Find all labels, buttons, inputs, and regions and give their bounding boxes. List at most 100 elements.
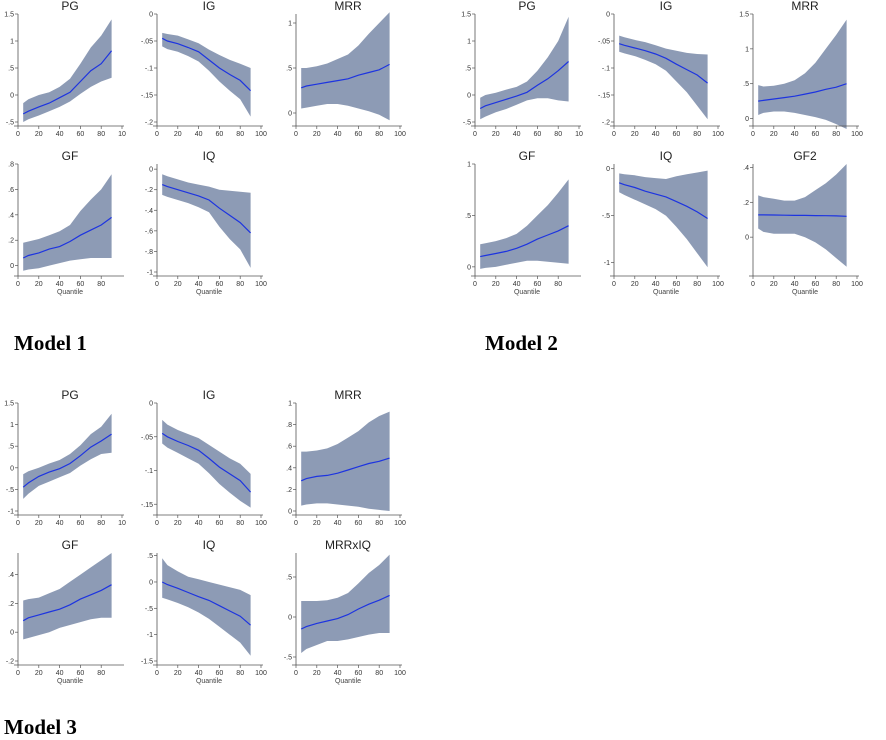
chart-6-xtick-label: 40 [513, 131, 521, 138]
chart-2-xtick-label: 80 [236, 131, 244, 138]
chart-1-title: PG [61, 0, 78, 13]
chart-6-confidence-band [480, 16, 569, 120]
chart-5-title: IQ [203, 149, 216, 163]
chart-2-xtick-label: 100 [255, 131, 267, 138]
chart-15-estimate-line [22, 584, 112, 622]
chart-16-xtick-label: 60 [216, 670, 224, 677]
chart-14-xtick-label: 20 [313, 520, 321, 527]
chart-12-ytick-label: -1 [8, 509, 14, 516]
chart-15-ytick-label: .4 [8, 572, 14, 579]
chart-5-ytick-label: -.4 [145, 208, 153, 215]
chart-4-ytick-label: .2 [8, 238, 14, 245]
chart-11-estimate-line [758, 214, 847, 217]
model-2-label: Model 2 [485, 331, 558, 355]
chart-17-xtick-label: 60 [355, 670, 363, 677]
chart-2-estimate-line [161, 37, 252, 92]
chart-14-xtick-label: 40 [334, 520, 342, 527]
chart-7-ytick-label: 0 [606, 12, 610, 19]
chart-16-panel: -1.5 -1 -.5 0 .5 0 20 40 60 80 100 Quantile IQ [141, 538, 267, 685]
chart-1-xtick-label: 60 [77, 131, 85, 138]
chart-7-estimate-line [619, 43, 708, 84]
chart-16-ytick-label: 0 [149, 579, 153, 586]
chart-8-xtick-label: 80 [832, 131, 840, 138]
chart-13-xtick-label: 100 [255, 520, 267, 527]
chart-1-confidence-band [23, 19, 112, 122]
chart-15-xtick-label: 60 [77, 670, 85, 677]
chart-13-panel: -.15 -.1 -.05 0 0 20 40 60 80 100 IG [141, 388, 267, 527]
chart-16-ytick-label: -1 [147, 632, 153, 639]
chart-14-estimate-line [300, 457, 390, 482]
chart-4-x-label: Quantile [57, 289, 83, 296]
chart-9-ytick-label: 1 [467, 162, 471, 169]
chart-17-x-label: Quantile [335, 678, 361, 685]
chart-17-ytick-label: 0 [288, 615, 292, 622]
chart-4-xtick-label: 0 [16, 281, 20, 288]
chart-7-ytick-label: -.1 [602, 66, 610, 73]
chart-2-xtick-label: 40 [195, 131, 203, 138]
chart-7-xtick-label: 40 [652, 131, 660, 138]
chart-5-xtick-label: 60 [216, 281, 224, 288]
chart-2-xtick-label: 20 [174, 131, 182, 138]
chart-14-panel: 0 .2 .4 .6 .8 1 0 20 40 60 80 100 MRR [286, 388, 406, 527]
chart-1-ytick-label: 1.5 [4, 12, 14, 19]
chart-9-xtick-label: 20 [492, 281, 500, 288]
chart-4-ytick-label: .6 [8, 187, 14, 194]
chart-9-xtick-label: 40 [513, 281, 521, 288]
chart-7-ytick-label: -.05 [598, 39, 610, 46]
chart-11-xtick-label: 80 [832, 281, 840, 288]
chart-4-xtick-label: 20 [35, 281, 43, 288]
chart-15-xtick-label: 20 [35, 670, 43, 677]
chart-14-ytick-label: 1 [288, 401, 292, 408]
chart-11-xtick-label: 60 [812, 281, 820, 288]
chart-14-title: MRR [334, 388, 362, 402]
chart-3-ytick-label: 0 [288, 111, 292, 118]
chart-5-x-label: Quantile [196, 289, 222, 296]
chart-8-estimate-line [758, 83, 847, 102]
chart-15-xtick-label: 80 [97, 670, 105, 677]
chart-7-ytick-label: -.15 [598, 93, 610, 100]
chart-17-confidence-band [301, 554, 390, 653]
chart-10-ytick-label: -1 [604, 260, 610, 267]
chart-7-xtick-label: 80 [693, 131, 701, 138]
chart-6-xtick-label: 80 [554, 131, 562, 138]
chart-11-ytick-label: .4 [743, 165, 749, 172]
chart-14-xtick-label: 0 [294, 520, 298, 527]
chart-5-ytick-label: -1 [147, 270, 153, 277]
chart-11-x-label: Quantile [792, 289, 818, 296]
chart-17-xtick-label: 0 [294, 670, 298, 677]
chart-8-confidence-band [758, 19, 847, 130]
chart-4-ytick-label: .4 [8, 212, 14, 219]
chart-10-x-label: Quantile [653, 289, 679, 296]
chart-1-ytick-label: 0 [10, 93, 14, 100]
chart-2-ytick-label: -.1 [145, 66, 153, 73]
chart-2-xtick-label: 60 [216, 131, 224, 138]
chart-14-ytick-label: .8 [286, 422, 292, 429]
chart-7-xtick-label: 100 [712, 131, 724, 138]
chart-8-xtick-label: 40 [791, 131, 799, 138]
chart-1-xtick-label: 10 [118, 131, 126, 138]
chart-7-confidence-band [619, 35, 708, 120]
chart-12-ytick-label: .5 [8, 444, 14, 451]
chart-15-ytick-label: -.2 [6, 659, 14, 666]
chart-13-confidence-band [162, 419, 251, 508]
chart-16-x-label: Quantile [196, 678, 222, 685]
chart-17-panel: -.5 0 .5 0 20 40 60 80 100 Quantile MRRxIQ [284, 538, 406, 685]
chart-8-panel: 0 .5 1 1.5 0 20 40 60 80 100 MRR [739, 0, 863, 138]
chart-13-ytick-label: -.15 [141, 502, 153, 509]
chart-5-panel: -1 -.8 -.6 -.4 -.2 0 0 20 40 60 80 100 Quantile IQ [145, 149, 267, 296]
chart-10-estimate-line [618, 182, 708, 220]
chart-2-ytick-label: -.15 [141, 93, 153, 100]
chart-13-xtick-label: 40 [195, 520, 203, 527]
chart-4-xtick-label: 60 [77, 281, 85, 288]
chart-11-xtick-label: 40 [791, 281, 799, 288]
chart-5-xtick-label: 100 [255, 281, 267, 288]
chart-16-xtick-label: 80 [236, 670, 244, 677]
chart-17-xtick-label: 20 [313, 670, 321, 677]
chart-9-panel: 0 .5 1 0 20 40 60 80 Quantile GF [465, 149, 581, 296]
chart-14-ytick-label: 0 [288, 509, 292, 516]
chart-6-ytick-label: 1 [467, 39, 471, 46]
chart-5-xtick-label: 0 [155, 281, 159, 288]
chart-3-xtick-label: 80 [375, 131, 383, 138]
chart-13-xtick-label: 0 [155, 520, 159, 527]
chart-12-xtick-label: 40 [56, 520, 64, 527]
